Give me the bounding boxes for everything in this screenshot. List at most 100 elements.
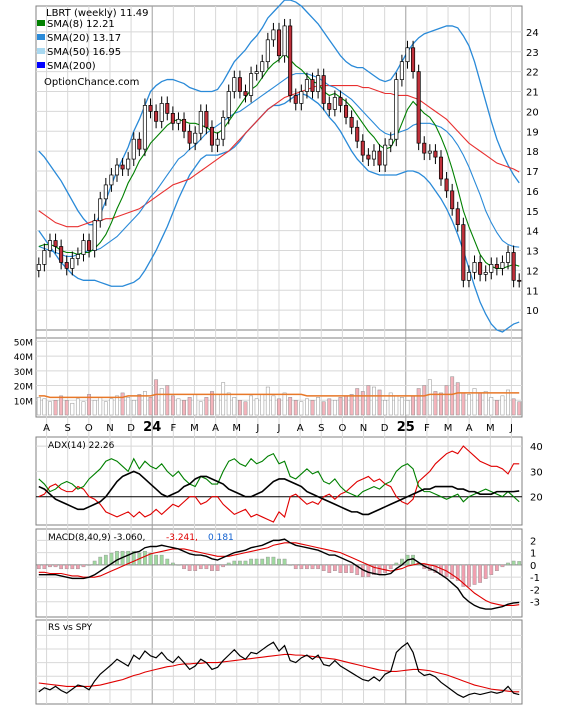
- macd-histogram-bar: [36, 564, 41, 570]
- volume-bar: [478, 392, 483, 416]
- macd-histogram-bar: [232, 560, 237, 566]
- adx-line: [38, 470, 520, 516]
- candle-body: [483, 272, 488, 275]
- month-label: O: [338, 423, 346, 434]
- macd-histogram-bar: [221, 564, 226, 568]
- volume-bar: [42, 398, 47, 416]
- candle-body: [383, 144, 388, 166]
- macd-histogram-bar: [204, 564, 209, 570]
- volume-bar: [277, 398, 281, 416]
- candle-body: [126, 158, 131, 170]
- volume-bar: [450, 376, 455, 416]
- volume-bar: [182, 400, 186, 416]
- volume-bar: [444, 385, 449, 416]
- volume-bar: [126, 397, 131, 416]
- candle-body: [288, 25, 293, 96]
- macd-histogram-bar: [154, 554, 158, 566]
- candle-body: [75, 254, 80, 259]
- volume-bar: [288, 397, 293, 416]
- volume-bar: [232, 397, 237, 416]
- macd-histogram-bar: [383, 564, 388, 573]
- candle-body: [243, 91, 248, 96]
- macd-signal-line: [38, 542, 520, 606]
- volume-bar: [59, 395, 64, 416]
- candle-body: [92, 220, 97, 251]
- volume-bar: [439, 392, 443, 416]
- month-label: J: [509, 423, 513, 434]
- volume-bar: [461, 392, 466, 416]
- candle-body: [399, 61, 404, 80]
- month-label: S: [65, 423, 71, 434]
- macd-histogram-bar: [260, 558, 265, 566]
- candle-body: [187, 130, 192, 144]
- macd-histogram-bar: [109, 552, 114, 566]
- price-tick-label: 18: [526, 147, 539, 158]
- macd-histogram-bar: [344, 564, 348, 573]
- adx-di-minus-line: [38, 445, 520, 523]
- legend-swatch-sma200: [37, 62, 45, 68]
- volume-bar: [344, 395, 348, 416]
- macd-histogram-bar: [238, 560, 242, 566]
- macd-histogram-bar: [332, 564, 337, 572]
- indicator-plots: [36, 445, 522, 698]
- candle-body: [433, 150, 438, 158]
- sma50-line: [38, 84, 520, 228]
- candle-body: [489, 264, 494, 273]
- volume-bar: [198, 401, 203, 416]
- macd-histogram-bar: [338, 564, 343, 573]
- macd-histogram-bar: [53, 564, 58, 568]
- macd-histogram-bar: [165, 558, 170, 566]
- macd-histogram-bar: [187, 564, 192, 572]
- volume-tick-label: 50M: [14, 338, 33, 348]
- candle-body: [148, 105, 153, 112]
- candle-body: [332, 97, 337, 110]
- month-label: N: [106, 423, 113, 434]
- adx-tick-label: 40: [530, 442, 543, 453]
- price-plot: [36, 0, 522, 333]
- volume-bar: [154, 379, 159, 416]
- volume-bar: [260, 394, 265, 416]
- volume-bar: [81, 401, 86, 416]
- month-label: D: [127, 423, 135, 434]
- volume-bar: [427, 379, 432, 416]
- candle-body: [355, 126, 360, 142]
- volume-bar: [327, 398, 332, 416]
- macd-histogram-bar: [388, 564, 393, 570]
- macd-histogram-bar: [148, 552, 153, 566]
- month-label: A: [466, 423, 473, 434]
- volume-bar: [210, 391, 214, 416]
- macd-histogram-bar: [115, 550, 119, 566]
- grid-lines: [36, 6, 522, 704]
- volume-bar: [98, 397, 103, 416]
- volume-bar: [176, 398, 181, 416]
- macd-histogram-bar: [159, 554, 164, 566]
- volume-bar: [489, 397, 494, 416]
- macd-histogram-bar: [478, 564, 482, 583]
- volume-bar: [349, 394, 354, 416]
- volume-bar: [103, 401, 108, 416]
- candle-body: [371, 150, 376, 160]
- price-tick-label: 21: [526, 88, 539, 99]
- macd-histogram-bar: [249, 558, 253, 566]
- month-label: M: [486, 423, 495, 434]
- candle-body: [282, 25, 287, 57]
- macd-histogram-bar: [310, 564, 315, 570]
- macd-histogram-bar: [265, 556, 270, 566]
- macd-histogram-bar: [98, 556, 103, 566]
- month-label: N: [360, 423, 367, 434]
- volume-bar: [388, 392, 393, 416]
- volume-bar: [360, 391, 365, 416]
- macd-histogram-bar: [299, 564, 304, 570]
- adx-tick-label: 20: [530, 493, 543, 504]
- macd-histogram-bar: [366, 564, 371, 577]
- volume-bar: [383, 400, 388, 416]
- volume-bar: [506, 389, 510, 416]
- price-tick-label: 10: [526, 306, 539, 317]
- candle-body: [198, 111, 203, 134]
- macd-histogram-bar: [193, 564, 198, 572]
- watermark: OptionChance.com: [44, 77, 139, 88]
- legend-sma50: SMA(50) 16.95: [47, 47, 121, 58]
- candle-body: [47, 240, 52, 251]
- candle-body: [360, 140, 365, 156]
- price-tick-label: 16: [526, 187, 539, 198]
